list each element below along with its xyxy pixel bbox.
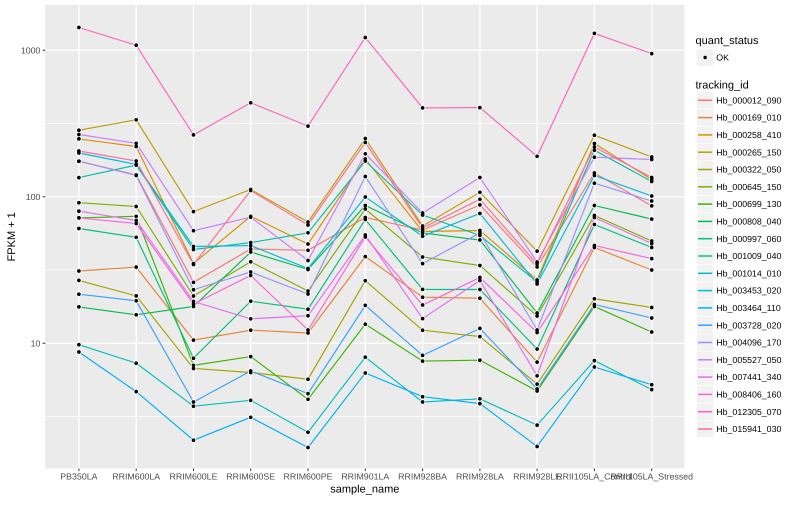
svg-text:Hb_003453_020: Hb_003453_020 — [716, 286, 781, 296]
svg-text:RRII105LA_Control: RRII105LA_Control — [556, 472, 632, 482]
svg-text:tracking_id: tracking_id — [696, 80, 749, 92]
svg-text:RRIM928BA: RRIM928BA — [398, 472, 447, 482]
svg-text:RRIM928LE: RRIM928LE — [513, 472, 561, 482]
svg-text:RRIM600PE: RRIM600PE — [284, 472, 333, 482]
svg-text:10: 10 — [31, 338, 41, 348]
svg-text:Hb_003464_110: Hb_003464_110 — [716, 303, 781, 313]
svg-text:Hb_003728_020: Hb_003728_020 — [716, 320, 781, 330]
svg-text:1000: 1000 — [21, 45, 41, 55]
svg-text:Hb_000258_410: Hb_000258_410 — [716, 130, 781, 140]
svg-text:RRIM928LA: RRIM928LA — [456, 472, 504, 482]
svg-text:RRIM600LA: RRIM600LA — [112, 472, 160, 482]
svg-text:RRIM600SE: RRIM600SE — [226, 472, 275, 482]
svg-text:100: 100 — [26, 192, 41, 202]
svg-text:Hb_000012_090: Hb_000012_090 — [716, 95, 781, 105]
svg-text:RRII105LA_Stressed: RRII105LA_Stressed — [610, 472, 693, 482]
svg-text:Hb_008406_160: Hb_008406_160 — [716, 390, 781, 400]
svg-text:Hb_000322_050: Hb_000322_050 — [716, 165, 781, 175]
svg-text:Hb_015941_030: Hb_015941_030 — [716, 424, 781, 434]
svg-text:Hb_000808_040: Hb_000808_040 — [716, 217, 781, 227]
svg-text:Hb_000645_150: Hb_000645_150 — [716, 182, 781, 192]
svg-text:Hb_005527_050: Hb_005527_050 — [716, 355, 781, 365]
svg-text:PB350LA: PB350LA — [60, 472, 97, 482]
svg-text:RRIM600LE: RRIM600LE — [170, 472, 218, 482]
svg-text:quant_status: quant_status — [696, 35, 759, 47]
svg-text:Hb_000699_130: Hb_000699_130 — [716, 199, 781, 209]
svg-text:Hb_001009_040: Hb_001009_040 — [716, 251, 781, 261]
svg-text:OK: OK — [716, 53, 729, 63]
svg-text:Hb_012305_070: Hb_012305_070 — [716, 407, 781, 417]
svg-text:Hb_004096_170: Hb_004096_170 — [716, 338, 781, 348]
svg-text:sample_name: sample_name — [330, 484, 399, 496]
svg-text:Hb_001014_010: Hb_001014_010 — [716, 268, 781, 278]
svg-text:Hb_000169_010: Hb_000169_010 — [716, 113, 781, 123]
svg-text:Hb_000265_150: Hb_000265_150 — [716, 147, 781, 157]
svg-text:Hb_000997_060: Hb_000997_060 — [716, 234, 781, 244]
svg-text:FPKM + 1: FPKM + 1 — [6, 212, 18, 261]
svg-text:RRIM901LA: RRIM901LA — [341, 472, 389, 482]
svg-text:Hb_007441_340: Hb_007441_340 — [716, 372, 781, 382]
